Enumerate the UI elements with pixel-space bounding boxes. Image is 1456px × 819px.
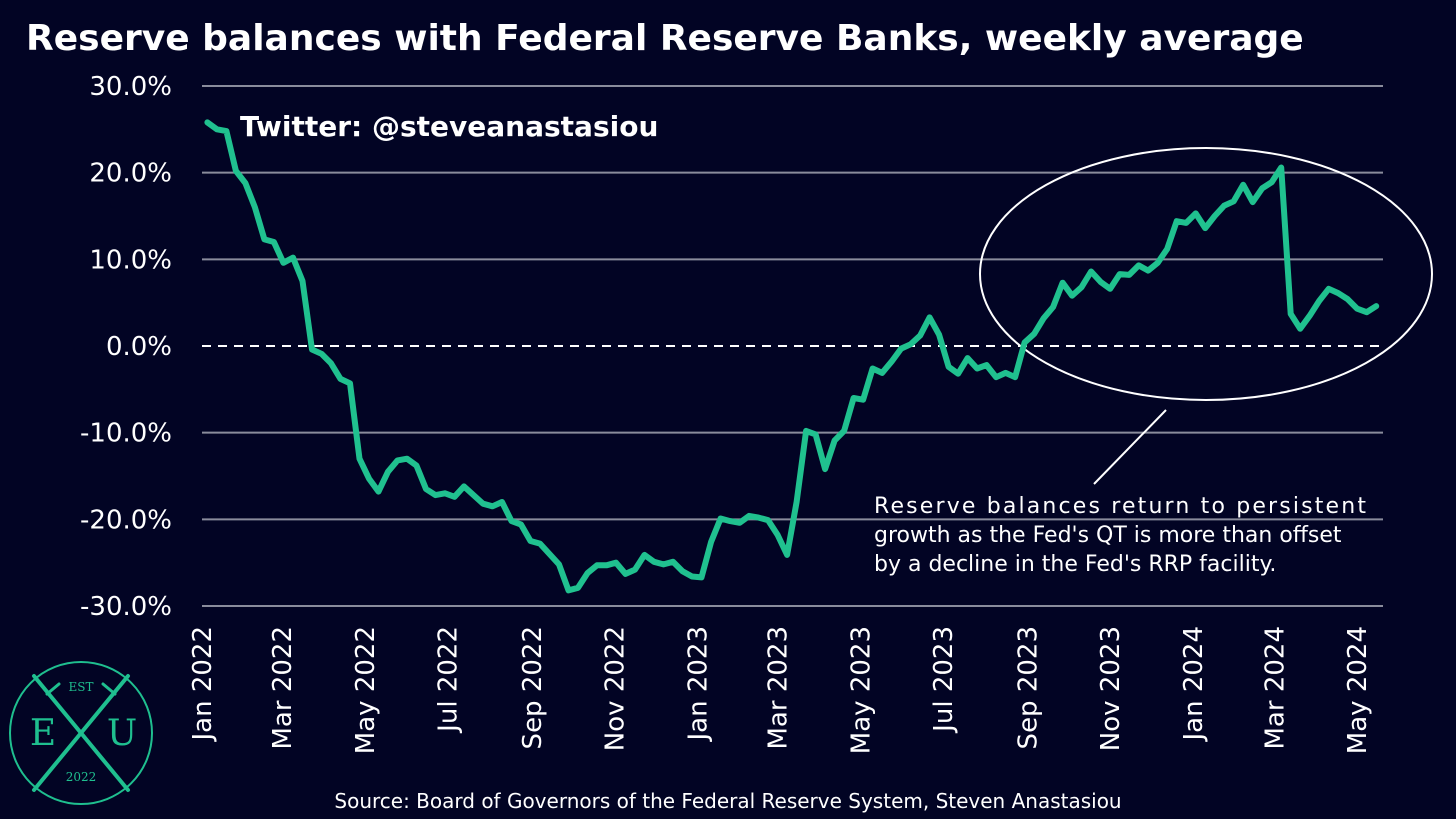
logo-est: EST — [69, 680, 94, 694]
x-tick-label: Jan 2024 — [1179, 626, 1209, 743]
exu-logo: EST E X U 2022 — [9, 661, 153, 805]
crossed-swords-icon — [32, 674, 130, 792]
logo-ring — [9, 661, 153, 805]
y-tick-label: 10.0% — [89, 245, 172, 275]
annotation-pointer — [1093, 409, 1167, 485]
annotation-line-3: by a decline in the Fed's RRP facility. — [874, 552, 1276, 577]
y-tick-label: -20.0% — [80, 505, 172, 535]
x-tick-label: Nov 2022 — [601, 626, 631, 751]
x-tick-label: Sep 2022 — [518, 626, 548, 749]
x-tick-label: Jul 2023 — [929, 626, 959, 734]
twitter-handle: Twitter: @steveanastasiou — [240, 110, 658, 143]
highlight-ellipse — [979, 147, 1433, 401]
y-tick-label: -10.0% — [80, 419, 172, 449]
logo-letter-x: X — [81, 737, 82, 739]
y-tick-label: -30.0% — [80, 592, 172, 622]
x-tick-label: Nov 2023 — [1096, 626, 1126, 751]
logo-year: 2022 — [66, 770, 97, 784]
x-tick-label: Mar 2024 — [1260, 626, 1290, 750]
x-axis-ticks: Jan 2022 Mar 2022 May 2022 Jul 2022 Sep 2022… — [188, 626, 1373, 754]
annotation-line-2: growth as the Fed's QT is more than offs… — [874, 523, 1342, 548]
x-tick-label: May 2024 — [1343, 626, 1373, 754]
x-tick-label: May 2023 — [846, 626, 876, 754]
y-tick-label: 20.0% — [89, 159, 172, 189]
series-line-reserve-balances — [204, 119, 1380, 594]
x-tick-label: Mar 2023 — [764, 626, 794, 750]
x-tick-label: Jul 2022 — [434, 626, 464, 734]
chart-title: Reserve balances with Federal Reserve Ba… — [26, 18, 1304, 59]
x-tick-label: Jan 2022 — [188, 626, 218, 743]
x-tick-label: Mar 2022 — [268, 626, 298, 750]
x-tick-label: May 2022 — [351, 626, 381, 754]
logo-letter-e: E — [30, 713, 56, 754]
source-note: Source: Board of Governors of the Federa… — [334, 789, 1121, 813]
x-tick-label: Sep 2023 — [1013, 626, 1043, 749]
y-tick-label: 30.0% — [89, 72, 172, 102]
y-axis-ticks: 30.0% 20.0% 10.0% 0.0% -10.0% -20.0% -30.0% — [80, 72, 172, 622]
logo-letter-u: U — [107, 713, 137, 754]
annotation-line-1: Reserve balances return to persistent — [874, 494, 1366, 519]
y-tick-label: 0.0% — [106, 332, 172, 362]
x-tick-label: Jan 2023 — [683, 626, 713, 743]
